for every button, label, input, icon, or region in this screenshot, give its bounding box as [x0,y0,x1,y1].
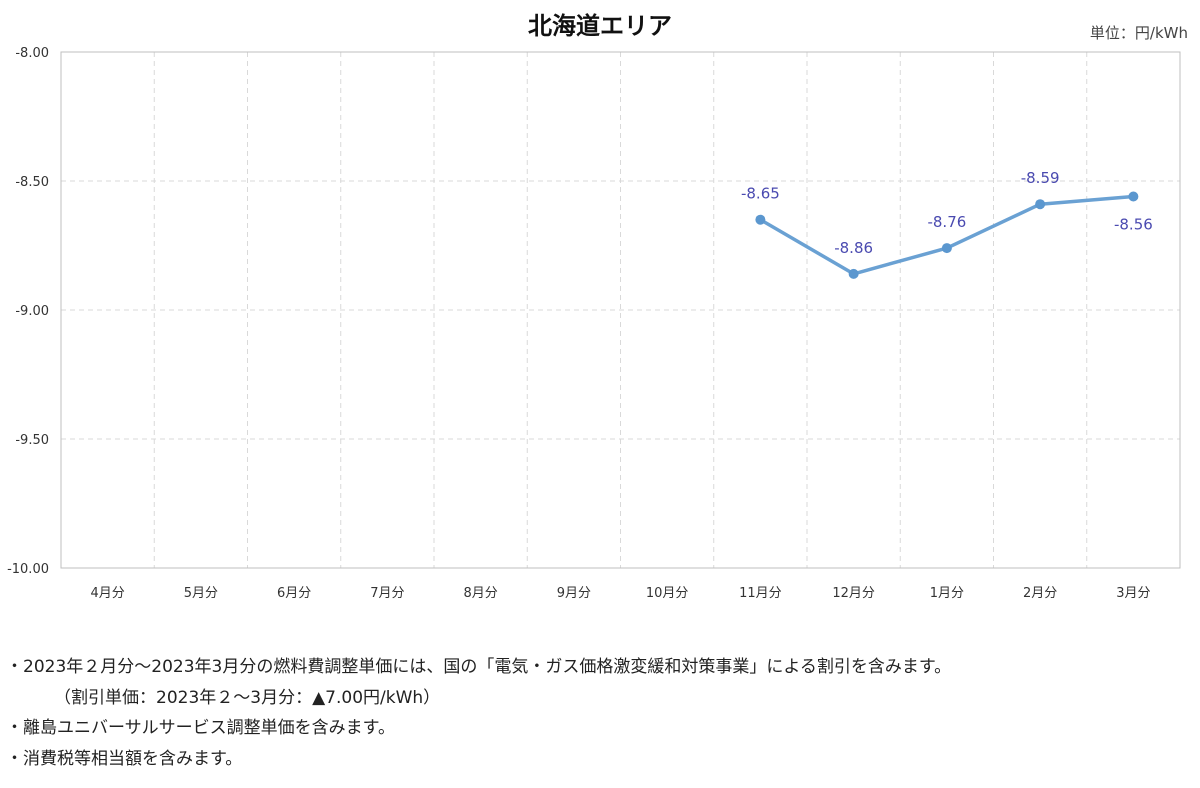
y-tick-label: -8.00 [15,46,49,61]
plot-area-frame [60,51,1181,569]
data-point [941,243,952,254]
x-tick-label: 12月分 [832,586,875,601]
x-axis: 4月分 5月分 6月分 7月分 8月分 9月分 10月分 11月分 12月分 1月分 2月分 3月分 [90,586,1150,601]
x-tick-label: 5月分 [184,586,218,601]
x-tick-label: 11月分 [739,586,782,601]
data-label: -8.86 [834,239,873,257]
footnotes: ・2023年２月分～2023年3月分の燃料費調整単価には、国の「電気・ガス価格激… [6,652,1194,774]
y-axis: -8.00 -8.50 -9.00 -9.50 -10.00 [7,46,49,577]
x-tick-label: 4月分 [90,586,124,601]
line-chart: -8.00 -8.50 -9.00 -9.50 -10.00 4月分 5月分 6月分 7月分 8… [7,46,1181,601]
note-discount-rate: （割引単価：2023年２～3月分：▲7.00円/kWh） [54,687,441,708]
x-tick-label: 7月分 [370,586,404,601]
data-label: -8.65 [741,185,780,203]
grid-layer [61,52,1180,568]
x-tick-label: 9月分 [557,586,591,601]
data-label: -8.56 [1114,215,1153,233]
note-discount: ・2023年２月分～2023年3月分の燃料費調整単価には、国の「電気・ガス価格激… [6,657,952,677]
note-consumption-tax: ・消費税等相当額を含みます。 [6,748,243,769]
data-label: -8.59 [1021,169,1060,187]
y-tick-label: -10.00 [7,562,49,577]
y-tick-label: -8.50 [15,175,49,190]
note-remote-island: ・離島ユニバーサルサービス調整単価を含みます。 [6,718,395,738]
chart-title: 北海道エリア [528,12,672,40]
data-point [755,214,766,225]
data-labels: -8.65 -8.86 -8.76 -8.59 -8.56 [741,169,1153,257]
x-tick-label: 2月分 [1023,586,1057,601]
x-tick-label: 3月分 [1116,586,1150,601]
x-tick-label: 8月分 [463,586,497,601]
unit-label: 単位：円/kWh [1089,24,1188,42]
data-label: -8.76 [927,213,966,231]
x-tick-label: 10月分 [646,586,689,601]
series-line [758,194,1136,276]
x-tick-label: 1月分 [930,586,964,601]
series-layer [755,191,1139,279]
data-point [1035,199,1046,210]
x-tick-label: 6月分 [277,586,311,601]
data-point [1128,191,1139,202]
y-tick-label: -9.50 [15,433,49,448]
data-point [848,268,859,279]
y-tick-label: -9.00 [15,304,49,319]
